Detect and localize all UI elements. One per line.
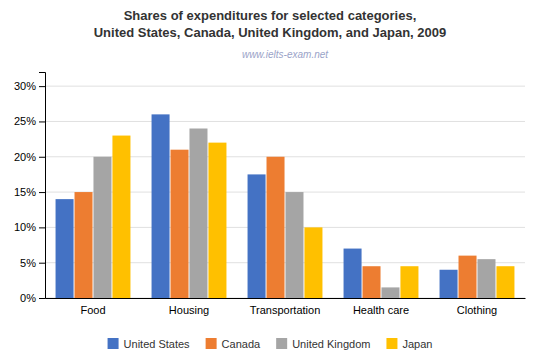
y-tick-mark — [39, 298, 45, 299]
bar — [75, 192, 93, 298]
bar — [400, 266, 418, 298]
bar — [344, 249, 362, 298]
y-tick: 0% — [20, 292, 45, 304]
x-tick-label: Housing — [169, 304, 209, 316]
bar — [189, 129, 207, 299]
y-tick: 10% — [14, 221, 45, 233]
legend-swatch — [206, 338, 217, 349]
y-axis-line — [39, 73, 46, 299]
y-tick-label: 10% — [14, 221, 36, 233]
x-axis: Food Housing Transportation Health care Clot… — [46, 299, 526, 316]
x-tick-label: Transportation — [250, 304, 321, 316]
y-tick-label: 15% — [14, 186, 36, 198]
x-tick: Food — [80, 304, 105, 316]
bar — [363, 266, 381, 298]
y-tick-mark — [39, 86, 45, 87]
grid-line — [45, 86, 525, 87]
chart-container: Shares of expenditures for selected cate… — [0, 0, 540, 360]
plot: 0% 5% 10% 15% 20% 25% 30% Food Housing Transporta… — [14, 73, 526, 316]
grid — [45, 86, 525, 298]
legend-swatch — [276, 338, 287, 349]
bar — [152, 114, 170, 298]
legend-label: United Kingdom — [292, 338, 370, 350]
annotation: www.ielts-exam.net — [242, 49, 329, 60]
legend-item: Canada — [206, 338, 261, 350]
bar — [381, 287, 399, 298]
bar-series — [56, 114, 458, 298]
y-axis: 0% 5% 10% 15% 20% 25% 30% — [14, 73, 46, 305]
bar-series — [112, 136, 514, 298]
title-line: Shares of expenditures for selected cate… — [124, 8, 417, 23]
y-tick-mark — [39, 263, 45, 264]
legend-item: United States — [108, 338, 191, 350]
y-tick-label: 25% — [14, 115, 36, 127]
title: Shares of expenditures for selected cate… — [94, 8, 447, 40]
bar — [267, 157, 285, 298]
x-tick: Transportation — [250, 304, 321, 316]
y-tick-label: 20% — [14, 151, 36, 163]
bar — [304, 227, 322, 298]
y-tick-mark — [39, 227, 45, 228]
x-tick-label: Food — [80, 304, 105, 316]
y-tick-mark — [39, 121, 45, 122]
legend-label: Canada — [222, 338, 261, 350]
bar — [248, 174, 266, 298]
grid-line — [45, 121, 525, 122]
bar — [285, 192, 303, 298]
bar — [496, 266, 514, 298]
bar-series — [93, 129, 495, 299]
bar — [93, 157, 111, 298]
y-tick: 15% — [14, 186, 45, 198]
x-tick-label: Health care — [353, 304, 409, 316]
y-tick: 20% — [14, 151, 45, 163]
y-tick: 25% — [14, 115, 45, 127]
bar — [477, 259, 495, 298]
legend-swatch — [108, 338, 119, 349]
y-tick-mark — [39, 192, 45, 193]
x-tick: Clothing — [457, 304, 497, 316]
title-line: United States, Canada, United Kingdom, a… — [94, 25, 447, 40]
legend-item: Japan — [386, 338, 432, 350]
x-tick-label: Clothing — [457, 304, 497, 316]
y-tick: 30% — [14, 80, 45, 92]
y-tick-label: 5% — [20, 257, 36, 269]
chart: Shares of expenditures for selected cate… — [0, 0, 540, 360]
bar — [171, 150, 189, 298]
y-tick-mark — [39, 157, 45, 158]
legend-label: United States — [124, 338, 191, 350]
bar — [56, 199, 74, 298]
x-axis-line — [46, 298, 526, 299]
y-tick: 5% — [20, 257, 45, 269]
bar — [440, 270, 458, 298]
legend-swatch — [386, 338, 397, 349]
x-tick: Health care — [353, 304, 409, 316]
y-tick-label: 30% — [14, 80, 36, 92]
y-tick-label: 0% — [20, 292, 36, 304]
x-tick: Housing — [169, 304, 209, 316]
legend-label: Japan — [402, 338, 432, 350]
bar-series — [75, 150, 477, 298]
legend: United States Canada United Kingdom Japan — [108, 338, 433, 350]
bar — [112, 136, 130, 298]
bar — [208, 143, 226, 298]
legend-item: United Kingdom — [276, 338, 370, 350]
bars — [56, 114, 515, 298]
bar — [459, 256, 477, 298]
